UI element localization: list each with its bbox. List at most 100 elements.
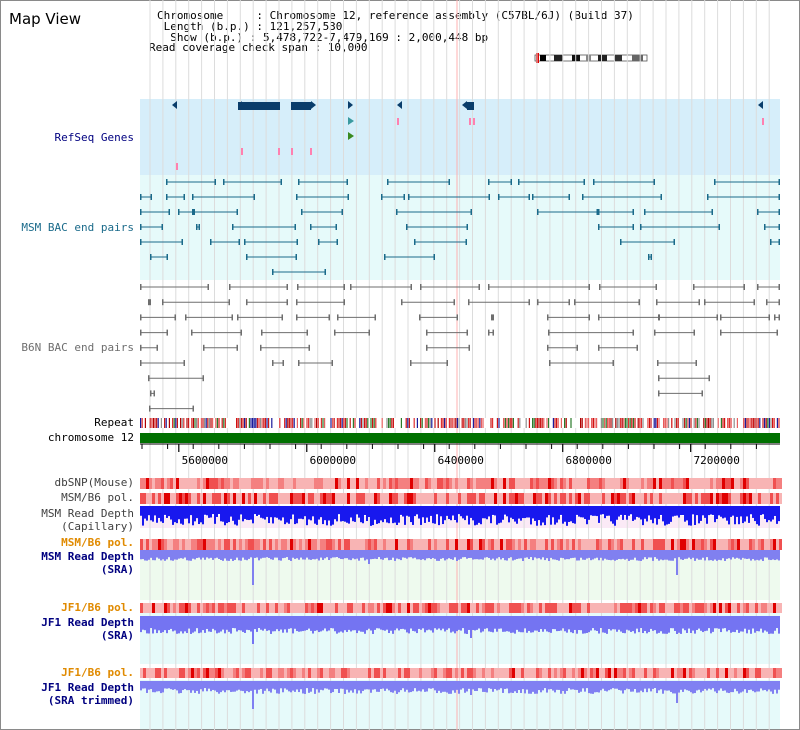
jf1-pol2-heat-cell xyxy=(635,668,638,678)
msm-pol-heat-cell xyxy=(281,493,284,504)
gene-arrow[interactable] xyxy=(348,117,354,125)
msm-pol-sra-heat-cell xyxy=(509,539,512,550)
msm-cap-depth-bar xyxy=(328,506,330,521)
jf1-sra-depth-bar xyxy=(598,616,600,634)
repeat-mark xyxy=(541,418,543,428)
bac-end-mark xyxy=(718,224,720,230)
repeat-mark xyxy=(490,418,492,428)
refseq-genes[interactable] xyxy=(172,101,764,170)
jf1-pol-heat-cell xyxy=(755,603,758,613)
jf1-sra-depth-bar xyxy=(180,616,182,632)
jf1-pol-heat-cell xyxy=(284,603,287,613)
chromosome-bar[interactable] xyxy=(140,433,780,443)
gene-arrow[interactable] xyxy=(758,101,763,109)
repeat-mark xyxy=(703,418,705,428)
msm-cap-depth-bar xyxy=(210,506,212,518)
jf1-trim-depth-bar xyxy=(584,681,586,692)
dbsnp-heat-cell xyxy=(722,478,725,489)
msm-sra-depth-bar xyxy=(634,550,636,558)
label-jf1-b6-pol: JF1/B6 pol. xyxy=(61,601,134,614)
msm-sra-depth-bar xyxy=(406,550,408,559)
gene-arrow[interactable] xyxy=(462,101,467,109)
msm-sra-depth-bar xyxy=(744,550,746,559)
repeat-mark xyxy=(548,418,550,428)
b6n-bac-pairs[interactable] xyxy=(140,284,780,427)
jf1-sra-depth-bar xyxy=(544,616,546,630)
jf1-pol-heat-cell xyxy=(236,603,239,613)
gene-arrow[interactable] xyxy=(172,101,177,109)
jf1-pol-heat-cell xyxy=(581,603,584,613)
jf1-trim-depth-bar xyxy=(768,681,770,690)
repeat-mark xyxy=(565,418,567,428)
msm-cap-depth-bar xyxy=(192,506,194,526)
chromosome-ideogram[interactable] xyxy=(528,53,652,63)
msm-sra-depth-bar xyxy=(398,550,400,560)
msm-pol-sra-heat-cell xyxy=(638,539,641,550)
msm-pol-sra-heat-cell xyxy=(347,539,350,550)
msm-cap-depth-bar xyxy=(266,506,268,517)
jf1-pol2-heat-cell xyxy=(428,668,431,678)
msm-cap-depth-bar xyxy=(744,506,746,522)
msm-cap-depth-bar xyxy=(480,506,482,525)
msm-sra-depth-bar xyxy=(686,550,688,559)
jf1-trim-depth-bar xyxy=(724,681,726,691)
gene-block[interactable] xyxy=(291,102,311,110)
msm-cap-depth-bar xyxy=(556,506,558,523)
jf1-pol-heat-cell xyxy=(332,603,335,613)
msm-sra-depth-bar xyxy=(544,550,546,561)
jf1-pol-heat-cell xyxy=(563,603,566,613)
msm-cap-depth-bar xyxy=(404,506,406,525)
jf1-pol-heat-cell xyxy=(329,603,332,613)
msm-cap-depth-bar xyxy=(414,506,416,517)
read-depth-tracks[interactable] xyxy=(140,506,780,709)
dbsnp-heat-cell xyxy=(245,478,248,489)
msm-cap-depth-bar xyxy=(560,506,562,515)
msm-pol-sra-heat-cell xyxy=(170,539,173,550)
msm-pol-heat-cell xyxy=(410,493,413,504)
jf1-sra-depth-bar xyxy=(546,616,548,632)
jf1-pol-heat-cell xyxy=(326,603,329,613)
msm-sra-depth-bar xyxy=(190,550,192,561)
gene-arrow[interactable] xyxy=(238,101,242,109)
jf1-trim-depth-bar xyxy=(730,681,732,693)
bac-end-mark xyxy=(181,239,183,245)
bac-end-mark xyxy=(343,299,345,306)
msm-pol-heat-cell xyxy=(365,493,368,504)
msm-bac-pairs[interactable] xyxy=(140,179,780,275)
msm-sra-depth-bar xyxy=(654,550,656,558)
repeat-mark xyxy=(431,418,433,428)
jf1-pol-heat-cell xyxy=(155,603,158,613)
jf1-sra-depth-bar xyxy=(604,616,606,633)
msm-cap-depth-bar xyxy=(168,506,170,517)
bac-end-mark xyxy=(766,299,768,306)
gene-arrow[interactable] xyxy=(311,101,316,109)
repeat-mark xyxy=(156,418,158,428)
jf1-sra-depth-bar xyxy=(230,616,232,634)
msm-cap-depth-bar xyxy=(388,506,390,524)
repeat-track[interactable] xyxy=(140,418,780,428)
jf1-pol-heat-cell xyxy=(428,603,431,613)
polymorphism-heatmaps[interactable] xyxy=(140,478,782,678)
msm-pol-heat-cell xyxy=(746,493,749,504)
msm-cap-depth-bar xyxy=(764,506,766,519)
jf1-pol-heat-cell xyxy=(239,603,242,613)
msm-pol-heat-cell xyxy=(212,493,215,504)
gene-arrow[interactable] xyxy=(397,101,402,109)
jf1-sra-depth-bar xyxy=(228,616,230,632)
jf1-pol2-heat-cell xyxy=(554,668,557,678)
msm-cap-depth-bar xyxy=(334,506,336,520)
gene-arrow[interactable] xyxy=(348,101,353,109)
gene-block[interactable] xyxy=(467,102,474,110)
jf1-pol2-heat-cell xyxy=(695,668,698,678)
repeat-mark xyxy=(605,418,607,428)
msm-sra-depth-bar xyxy=(616,550,618,560)
jf1-pol-heat-cell xyxy=(446,603,449,613)
msm-pol-heat-cell xyxy=(710,493,713,504)
msm-sra-depth-bar xyxy=(360,550,362,558)
gene-arrow[interactable] xyxy=(348,132,354,140)
jf1-sra-depth-bar xyxy=(150,616,152,629)
repeat-mark xyxy=(674,418,676,428)
gene-block[interactable] xyxy=(238,102,280,110)
repeat-mark xyxy=(596,418,598,428)
